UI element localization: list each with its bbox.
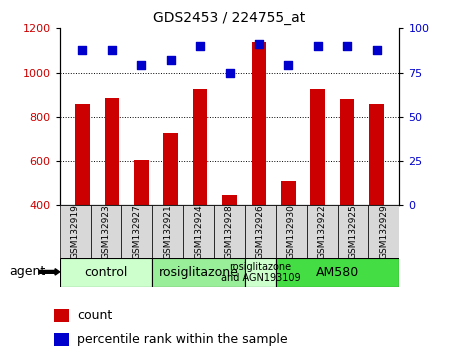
Point <box>108 47 116 52</box>
Bar <box>152 258 245 287</box>
Bar <box>60 205 90 258</box>
Point <box>79 47 86 52</box>
Bar <box>60 258 152 287</box>
Bar <box>134 160 149 294</box>
Bar <box>337 205 369 258</box>
Bar <box>276 205 307 258</box>
Point <box>285 63 292 68</box>
Text: GSM132924: GSM132924 <box>194 205 203 259</box>
Text: rosiglitazone
and AGN193109: rosiglitazone and AGN193109 <box>221 262 300 284</box>
Bar <box>193 89 207 294</box>
Bar <box>340 99 354 294</box>
Text: agent: agent <box>9 266 45 278</box>
Bar <box>183 205 214 258</box>
Bar <box>369 205 399 258</box>
Bar <box>222 195 237 294</box>
Text: GSM132927: GSM132927 <box>132 205 141 259</box>
Point <box>196 43 204 49</box>
Bar <box>122 205 152 258</box>
Text: percentile rank within the sample: percentile rank within the sample <box>77 333 288 346</box>
Point <box>167 57 174 63</box>
Text: GSM132926: GSM132926 <box>256 205 265 259</box>
Text: GSM132919: GSM132919 <box>71 204 79 259</box>
Text: GSM132925: GSM132925 <box>348 205 358 259</box>
Text: count: count <box>77 309 112 322</box>
Bar <box>276 258 399 287</box>
Bar <box>152 205 183 258</box>
Point <box>255 41 263 47</box>
Bar <box>369 104 384 294</box>
Bar <box>54 309 69 322</box>
Bar <box>245 258 276 287</box>
Text: AM580: AM580 <box>316 266 359 279</box>
Title: GDS2453 / 224755_at: GDS2453 / 224755_at <box>153 11 306 24</box>
Bar <box>90 205 122 258</box>
Text: GSM132928: GSM132928 <box>225 205 234 259</box>
Point <box>138 63 145 68</box>
Bar <box>105 98 119 294</box>
Bar <box>54 333 69 346</box>
Bar <box>75 104 90 294</box>
Point <box>343 43 351 49</box>
Bar <box>252 42 266 294</box>
Bar <box>245 205 276 258</box>
Bar <box>163 133 178 294</box>
Bar <box>310 89 325 294</box>
Bar <box>307 205 337 258</box>
Text: rosiglitazone: rosiglitazone <box>159 266 239 279</box>
Text: GSM132923: GSM132923 <box>101 205 111 259</box>
Text: GSM132929: GSM132929 <box>380 205 388 259</box>
Point <box>314 43 321 49</box>
Text: GSM132930: GSM132930 <box>287 204 296 259</box>
Text: GSM132922: GSM132922 <box>318 205 327 259</box>
Text: GSM132921: GSM132921 <box>163 205 172 259</box>
Bar <box>214 205 245 258</box>
Point <box>373 47 380 52</box>
Text: control: control <box>84 266 128 279</box>
Bar <box>281 181 296 294</box>
Point <box>226 70 233 75</box>
